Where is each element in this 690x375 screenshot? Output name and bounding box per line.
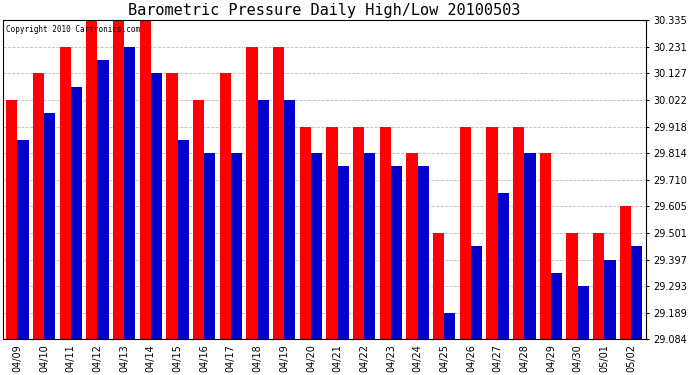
Bar xyxy=(593,233,604,339)
Bar xyxy=(219,74,231,339)
Bar xyxy=(246,47,257,339)
Bar xyxy=(566,233,578,339)
Bar xyxy=(353,127,364,339)
Bar xyxy=(391,166,402,339)
Bar xyxy=(44,113,55,339)
Bar xyxy=(486,127,497,339)
Bar xyxy=(231,153,242,339)
Bar xyxy=(97,60,109,339)
Bar xyxy=(604,260,615,339)
Bar xyxy=(364,153,375,339)
Bar xyxy=(471,246,482,339)
Bar xyxy=(204,153,215,339)
Bar xyxy=(337,166,348,339)
Bar xyxy=(631,246,642,339)
Bar xyxy=(444,313,455,339)
Bar xyxy=(193,100,204,339)
Bar xyxy=(551,273,562,339)
Bar xyxy=(311,153,322,339)
Bar xyxy=(33,74,44,339)
Bar xyxy=(380,127,391,339)
Title: Barometric Pressure Daily High/Low 20100503: Barometric Pressure Daily High/Low 20100… xyxy=(128,3,520,18)
Bar xyxy=(257,100,268,339)
Bar xyxy=(71,87,82,339)
Bar xyxy=(406,153,417,339)
Bar xyxy=(460,127,471,339)
Bar xyxy=(139,20,151,339)
Bar xyxy=(17,140,29,339)
Bar xyxy=(299,127,311,339)
Bar xyxy=(151,74,162,339)
Bar xyxy=(273,47,284,339)
Bar xyxy=(6,100,17,339)
Bar xyxy=(284,100,295,339)
Bar xyxy=(433,233,444,339)
Bar xyxy=(124,47,135,339)
Bar xyxy=(166,74,177,339)
Bar xyxy=(177,140,189,339)
Bar xyxy=(513,127,524,339)
Bar xyxy=(59,47,71,339)
Bar xyxy=(86,20,97,339)
Bar xyxy=(620,207,631,339)
Bar xyxy=(497,193,509,339)
Text: Copyright 2010 Cartronics.com: Copyright 2010 Cartronics.com xyxy=(6,25,140,34)
Bar xyxy=(417,166,428,339)
Bar xyxy=(113,20,124,339)
Bar xyxy=(540,153,551,339)
Bar xyxy=(524,153,535,339)
Bar xyxy=(578,286,589,339)
Bar xyxy=(326,127,337,339)
